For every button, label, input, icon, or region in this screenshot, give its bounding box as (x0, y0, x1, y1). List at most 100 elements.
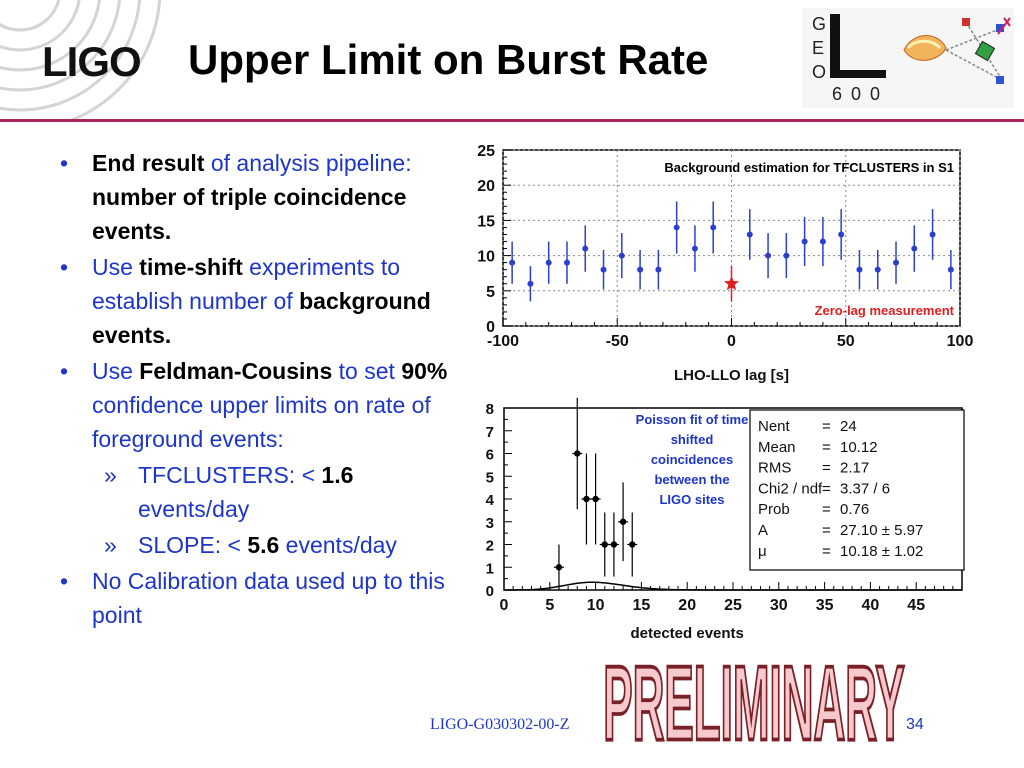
data-point (555, 564, 563, 571)
poisson-fit-curve (504, 581, 962, 591)
annotation-line: between the (654, 472, 729, 487)
data-point (527, 280, 534, 287)
stats-sep: = (822, 543, 831, 560)
header-divider (0, 119, 1024, 122)
geo-l-shape (830, 14, 886, 78)
data-point (583, 495, 590, 503)
stats-value: 10.18 ± 1.02 (840, 543, 923, 560)
data-point (601, 541, 608, 548)
preliminary-watermark: PRELIMINARY (602, 644, 906, 760)
data-point (691, 245, 698, 252)
x-tick-label: -100 (487, 333, 519, 350)
x-tick-label: 30 (770, 597, 788, 614)
stats-sep: = (822, 501, 831, 518)
zero-lag-star-icon (723, 275, 740, 291)
bullet-bold: 5.6 (247, 532, 280, 558)
data-point (600, 266, 607, 273)
bullet-bold: End result (92, 150, 205, 176)
data-point (563, 259, 570, 266)
data-point (746, 231, 753, 238)
geo-number: 600 (832, 84, 890, 104)
bullet-bold: Feldman-Cousins (139, 358, 333, 384)
stats-sep: = (822, 418, 831, 435)
y-tick-label: 3 (486, 515, 494, 532)
bullet-text: experiments to establish number of (92, 254, 401, 314)
interferometer-art-icon (903, 17, 1011, 84)
bullet-text: confidence upper limits on rate of foreg… (92, 392, 431, 452)
bullet-text: events/day (138, 496, 250, 522)
annotation-line: Poisson fit of time (636, 412, 749, 427)
geo-letter-g: G (812, 14, 827, 34)
x-tick-label: 35 (816, 597, 834, 614)
bullet-glyph: • (60, 254, 69, 280)
x-tick-label: -50 (606, 333, 629, 350)
data-point (574, 450, 581, 457)
data-point (673, 224, 680, 231)
stats-box (749, 409, 965, 571)
ligo-logo: LIGO (42, 38, 142, 85)
bullet-bold: background events. (92, 288, 431, 348)
stats-label: Mean (758, 439, 796, 456)
x-axis-label: LHO-LLO lag [s] (674, 367, 789, 384)
x-tick-label: 15 (633, 597, 651, 614)
annotation-line: LIGO sites (659, 492, 724, 507)
data-point (710, 224, 717, 231)
data-point (911, 245, 918, 252)
preliminary-text: PRELIMINARY (603, 646, 904, 760)
sub-bullet-glyph: » (104, 462, 117, 488)
y-tick-label: 20 (477, 178, 495, 195)
y-tick-label: 1 (486, 560, 494, 577)
data-point (545, 259, 552, 266)
x-tick-label: 100 (947, 333, 974, 350)
x-tick-label: 40 (862, 597, 880, 614)
geo-letter-o: O (812, 62, 827, 82)
page-title: Upper Limit on Burst Rate (188, 36, 709, 83)
bullet-text: to set (332, 358, 402, 384)
stats-label: μ (758, 543, 767, 560)
stats-label: Nent (758, 418, 791, 435)
bullet-glyph: • (60, 358, 69, 384)
data-point (610, 541, 618, 548)
bullet-glyph: • (60, 150, 69, 176)
sub-bullet-glyph: » (104, 532, 117, 558)
data-point (893, 259, 900, 266)
sub-bullet-slope: » SLOPE: < 5.6 events/day (60, 528, 450, 562)
data-point (629, 541, 636, 548)
data-point (947, 266, 954, 273)
x-tick-label: 50 (837, 333, 855, 350)
bullet-glyph: • (60, 568, 69, 594)
data-point (838, 231, 845, 238)
stats-sep: = (822, 522, 831, 539)
data-point (592, 495, 599, 503)
background-estimation-chart: -100 -50 0 50 100 0 5 10 15 20 25 LHO-LLO lag [s] Ba… (477, 143, 974, 384)
bullet-list: • End result of analysis pipeline: numbe… (60, 146, 450, 634)
x-tick-label: 25 (724, 597, 742, 614)
data-point (509, 259, 516, 266)
bullet-bold: time-shift (139, 254, 243, 280)
bullet-bold: number of triple coincidence events. (92, 184, 407, 244)
x-tick-label: 10 (587, 597, 605, 614)
data-point (819, 238, 826, 245)
bullet-text: Use (92, 358, 140, 384)
y-tick-label: 25 (477, 143, 495, 160)
annotation-line: coincidences (651, 452, 733, 467)
bullet-item-time-shift: • Use time-shift experiments to establis… (60, 250, 450, 352)
data-point (637, 266, 644, 273)
y-tick-label: 8 (486, 401, 494, 418)
data-point (874, 266, 881, 273)
data-point (929, 231, 936, 238)
x-axis-label: detected events (631, 625, 744, 642)
bullet-item-calibration: • No Calibration data used up to this po… (60, 564, 450, 632)
y-tick-label: 5 (486, 284, 495, 301)
document-id: LIGO-G030302-00-Z (430, 716, 570, 733)
y-tick-label: 7 (486, 424, 494, 441)
data-point (619, 518, 627, 525)
page-number: 34 (906, 716, 924, 733)
ligo-rings-graphic (0, 0, 162, 122)
data-point (765, 252, 772, 259)
sub-bullet-tfclusters: » TFCLUSTERS: < 1.6 events/day (60, 458, 450, 526)
stats-label: RMS (758, 460, 791, 477)
stats-sep: = (822, 480, 831, 497)
bullet-text: Use (92, 254, 140, 280)
